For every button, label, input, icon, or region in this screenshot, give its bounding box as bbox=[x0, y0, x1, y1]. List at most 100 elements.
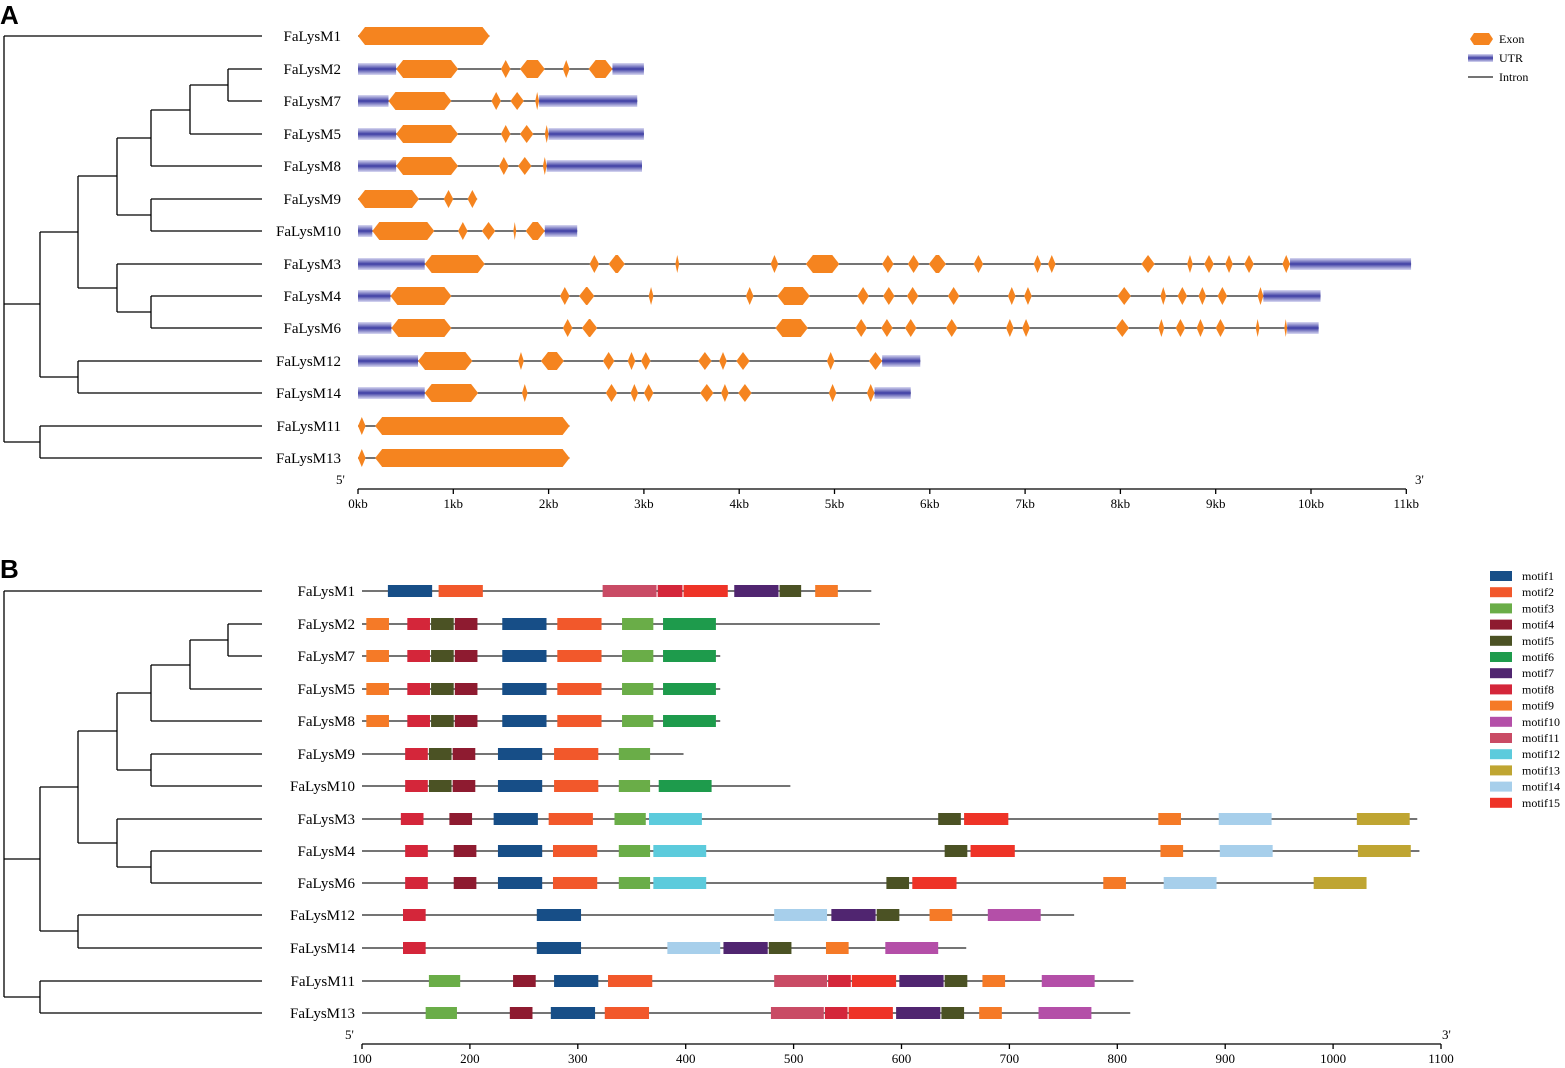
axis-tick-label: 7kb bbox=[1015, 496, 1035, 511]
panel-b-label: B bbox=[0, 554, 19, 584]
utr-block bbox=[358, 128, 397, 140]
gene-label: FaLysM1 bbox=[283, 29, 341, 45]
exon-block bbox=[562, 60, 570, 78]
motif-block-motif3 bbox=[618, 877, 651, 889]
motif-block-motif11 bbox=[770, 1007, 824, 1019]
exon-block bbox=[560, 287, 570, 305]
motif-block-motif4 bbox=[453, 877, 477, 889]
motif-block-motif2 bbox=[552, 877, 598, 889]
motif-block-motif5 bbox=[428, 780, 452, 792]
exon-block bbox=[1158, 319, 1165, 337]
motif-block-motif4 bbox=[452, 748, 476, 760]
panel-b-ticks: 100 200 300 400 500 600 700 800 900 1000 1100 bbox=[352, 1044, 1454, 1066]
legend-label-motif11: motif11 bbox=[1522, 731, 1560, 745]
exon-block bbox=[358, 449, 366, 467]
exon-block bbox=[443, 190, 454, 208]
motif-block-motif1 bbox=[502, 683, 547, 695]
utr-block bbox=[358, 290, 391, 302]
motif-block-motif4 bbox=[454, 683, 478, 695]
motif-block-motif6 bbox=[663, 683, 716, 695]
exon-block bbox=[1177, 287, 1188, 305]
motif-block-motif14 bbox=[774, 909, 828, 921]
utr-block bbox=[358, 258, 425, 270]
motif-block-motif8 bbox=[407, 650, 430, 662]
utr-block bbox=[874, 387, 911, 399]
exon-block bbox=[1198, 287, 1207, 305]
motif-block-motif15 bbox=[964, 813, 1009, 825]
protein-label: FaLysM5 bbox=[297, 682, 355, 698]
gene-label: FaLysM8 bbox=[283, 159, 341, 175]
exon-block bbox=[520, 60, 545, 78]
gene-label: FaLysM2 bbox=[283, 62, 341, 78]
exon-block bbox=[675, 255, 680, 273]
protein-label: FaLysM1 bbox=[297, 584, 355, 600]
exon-block bbox=[1007, 287, 1016, 305]
motif-block-motif6 bbox=[663, 618, 716, 630]
gene-row bbox=[358, 190, 478, 208]
motif-block-motif14 bbox=[667, 942, 721, 954]
legend-label-motif4: motif4 bbox=[1522, 618, 1554, 632]
motif-block-motif1 bbox=[387, 585, 433, 597]
utr-block bbox=[358, 63, 397, 75]
axis-tick-label: 10kb bbox=[1298, 496, 1324, 511]
exon-block bbox=[396, 157, 459, 175]
protein-label: FaLysM14 bbox=[290, 941, 356, 957]
panel-b-tree bbox=[3, 590, 262, 1014]
motif-block-motif3 bbox=[618, 780, 651, 792]
motif-block-motif12 bbox=[649, 813, 702, 825]
exon-block bbox=[372, 222, 435, 240]
exon-block bbox=[1115, 319, 1129, 337]
motif-block-motif9 bbox=[366, 650, 389, 662]
gene-row bbox=[358, 352, 921, 370]
axis-tick-label: 11kb bbox=[1394, 496, 1420, 511]
protein-label: FaLysM9 bbox=[297, 747, 355, 763]
panel-a-tree bbox=[3, 35, 262, 459]
motif-block-motif14 bbox=[1219, 845, 1273, 857]
axis-tick-label: 500 bbox=[784, 1051, 804, 1066]
exon-block bbox=[388, 92, 452, 110]
panel-a: A FaLysM1FaLysM2FaLysM7FaLysM5FaLysM8FaL… bbox=[0, 0, 1528, 511]
axis-tick-label: 0kb bbox=[348, 496, 368, 511]
legend-label-motif2: motif2 bbox=[1522, 585, 1554, 599]
utr-block bbox=[882, 355, 921, 367]
motif-block-motif13 bbox=[1357, 845, 1411, 857]
legend-swatch-motif2 bbox=[1490, 587, 1512, 598]
motif-block-motif1 bbox=[502, 618, 547, 630]
gene-row bbox=[358, 60, 644, 78]
axis-tick-label: 900 bbox=[1215, 1051, 1235, 1066]
motif-block-motif9 bbox=[1158, 813, 1181, 825]
protein-label: FaLysM11 bbox=[291, 974, 355, 990]
exon-block bbox=[866, 384, 875, 402]
motif-block-motif11 bbox=[774, 975, 828, 987]
gene-row bbox=[358, 92, 638, 110]
legend-swatch-motif9 bbox=[1490, 700, 1512, 711]
gene-row bbox=[358, 157, 642, 175]
exon-block bbox=[375, 449, 570, 467]
exon-block bbox=[418, 352, 473, 370]
motif-block-motif7 bbox=[899, 975, 944, 987]
legend-utr-swatch bbox=[1468, 54, 1493, 62]
legend-intron-label: Intron bbox=[1499, 70, 1528, 84]
exon-block bbox=[358, 27, 490, 45]
utr-block bbox=[1290, 258, 1412, 270]
legend-utr-label: UTR bbox=[1499, 51, 1523, 65]
exon-block bbox=[540, 352, 564, 370]
exon-block bbox=[700, 384, 714, 402]
panel-a-gene-structures bbox=[358, 27, 1412, 467]
motif-block-motif1 bbox=[502, 650, 547, 662]
exon-block bbox=[1160, 287, 1167, 305]
exon-block bbox=[648, 287, 654, 305]
motif-block-motif8 bbox=[405, 845, 428, 857]
motif-block-motif13 bbox=[1356, 813, 1410, 825]
exon-block bbox=[698, 352, 712, 370]
gene-row bbox=[358, 449, 570, 467]
exon-block bbox=[973, 255, 984, 273]
exon-block bbox=[491, 92, 501, 110]
exon-block bbox=[424, 255, 485, 273]
exon-block bbox=[881, 319, 893, 337]
motif-block-motif9 bbox=[1103, 877, 1126, 889]
motif-block-motif8 bbox=[405, 748, 428, 760]
axis-tick-label: 400 bbox=[676, 1051, 696, 1066]
motif-block-motif2 bbox=[554, 748, 599, 760]
panel-a-gene-labels: FaLysM1 FaLysM2 FaLysM7 FaLysM5 FaLysM8 FaLys… bbox=[276, 29, 342, 467]
